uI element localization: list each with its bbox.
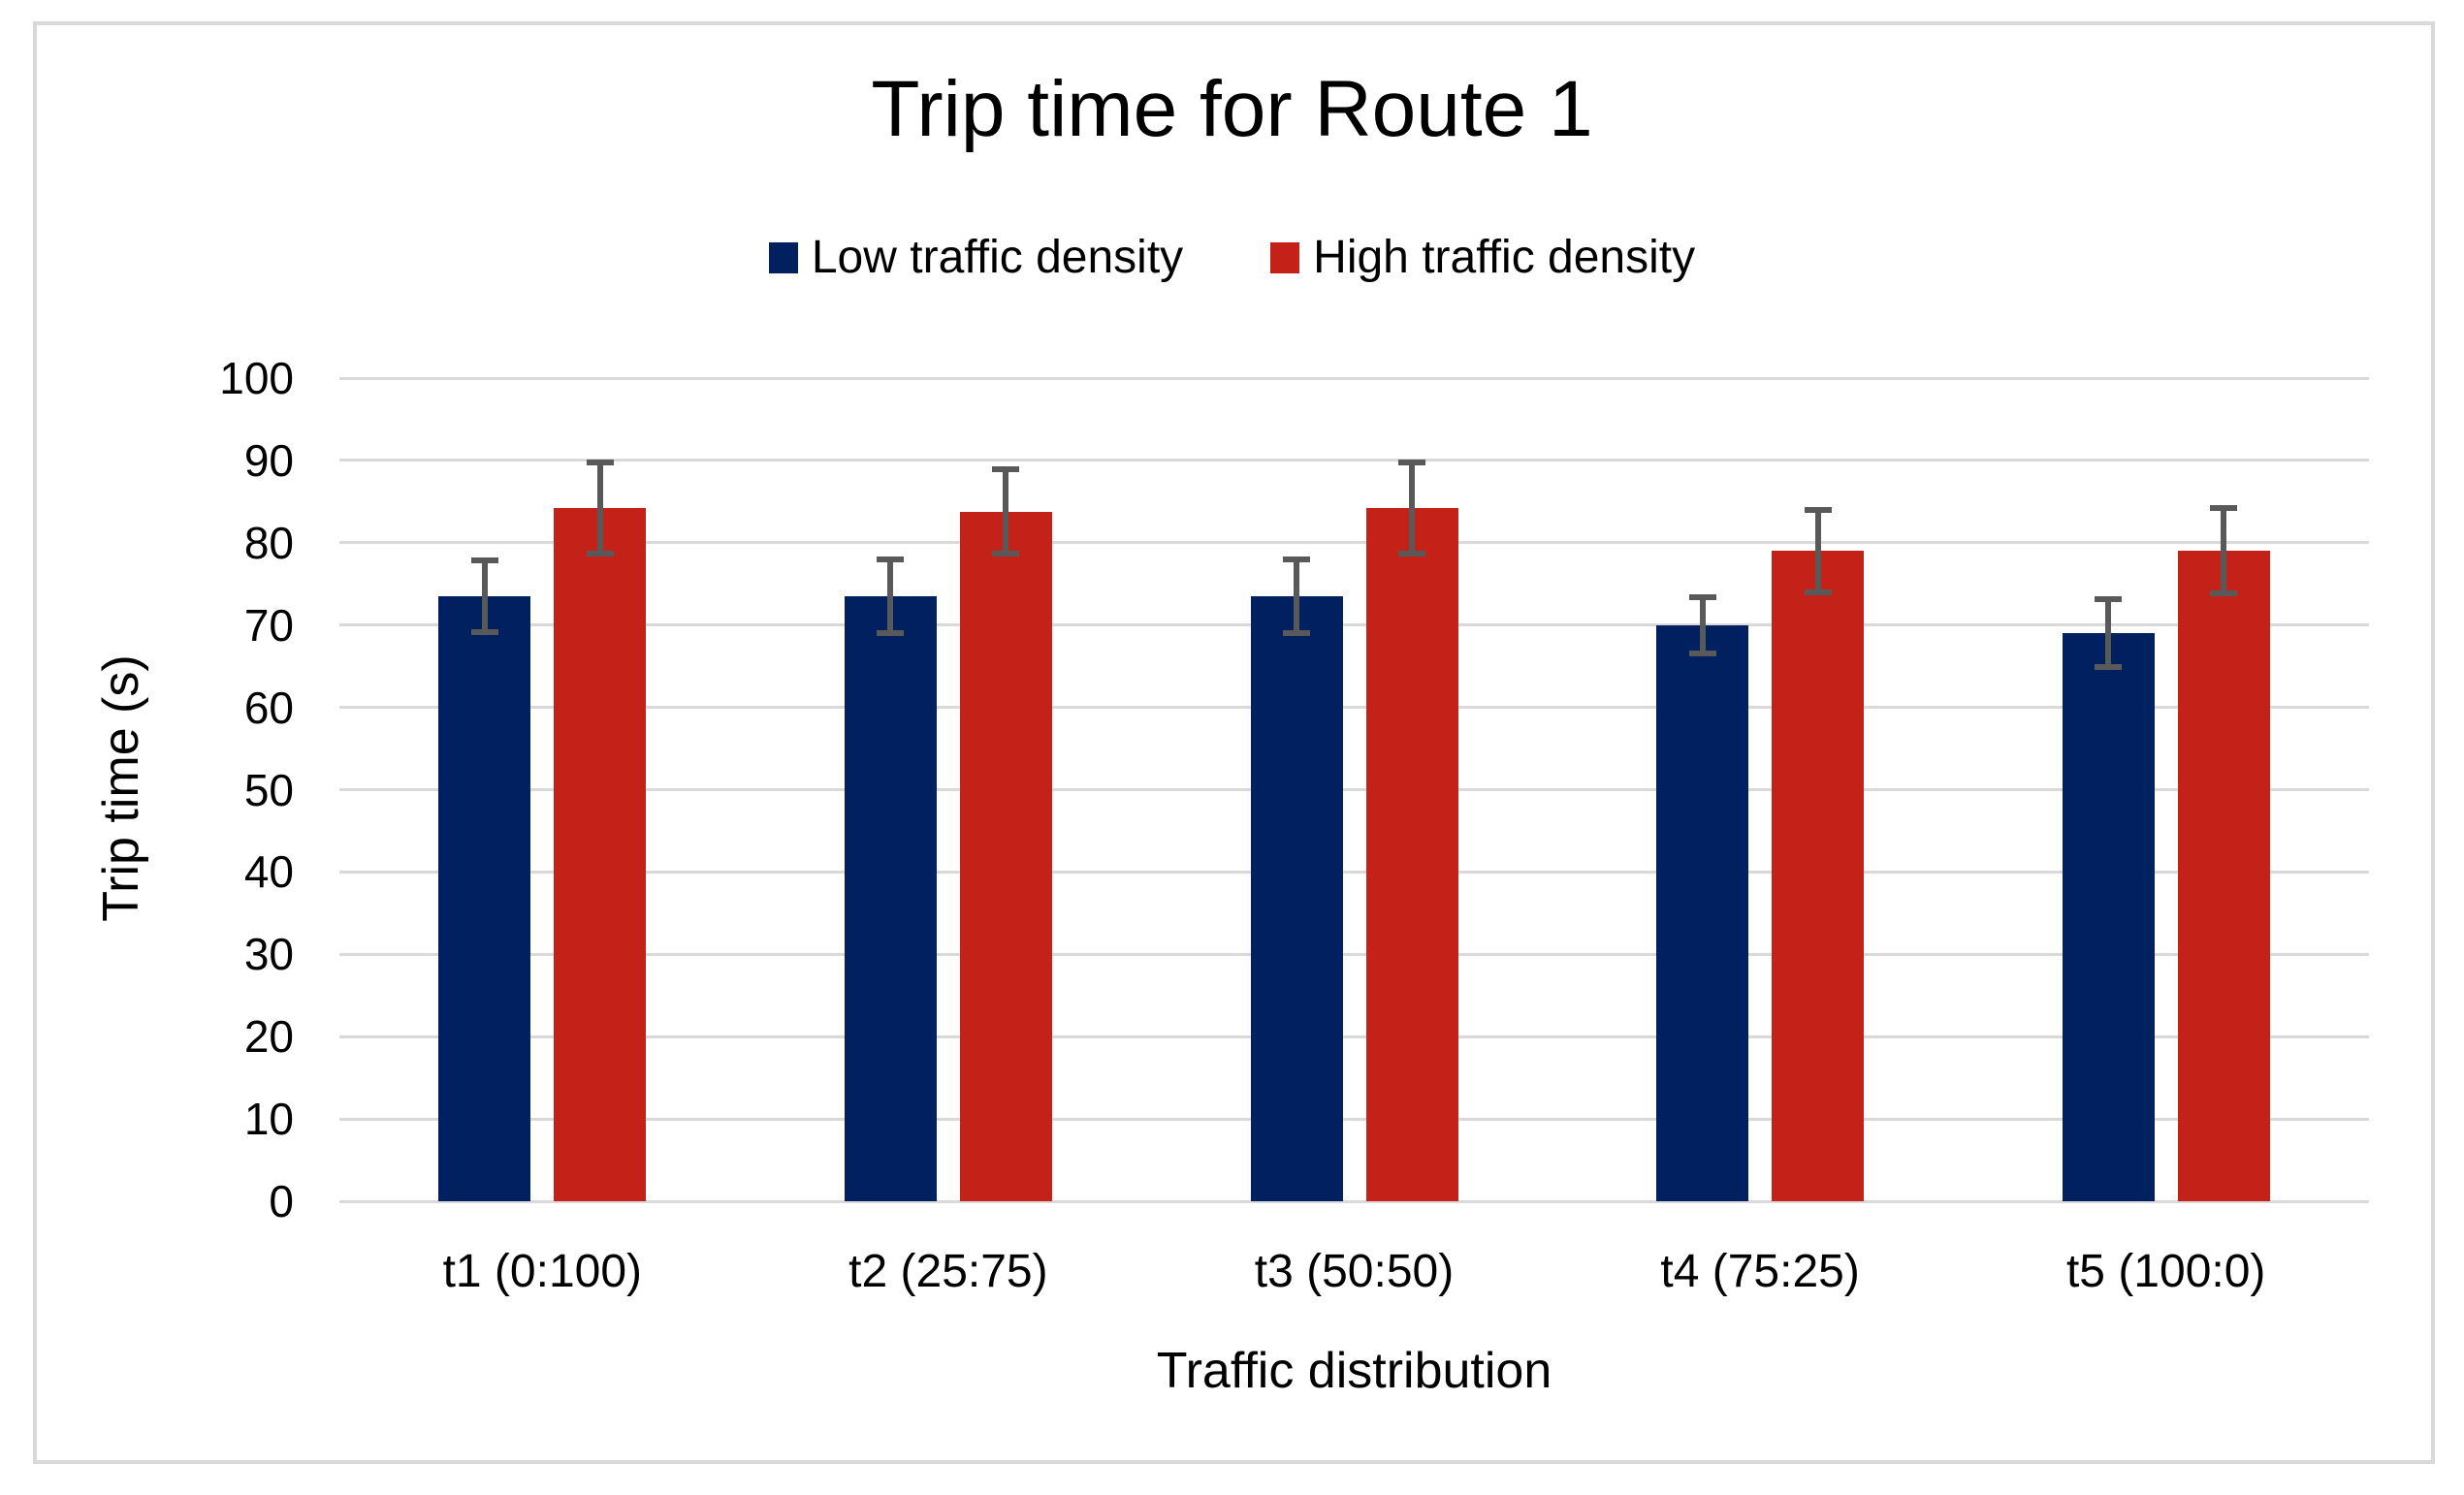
error-bar bbox=[481, 559, 488, 633]
x-tick-label: t1 (0:100) bbox=[442, 1246, 643, 1297]
bar-low-t3 bbox=[1250, 595, 1343, 1201]
error-bar-bottom-cap bbox=[1283, 630, 1310, 637]
bar-high-t5 bbox=[2177, 551, 2270, 1201]
x-axis-title: Traffic distribution bbox=[1156, 1343, 1552, 1399]
error-bar bbox=[1814, 509, 1821, 592]
legend: Low traffic density High traffic density bbox=[0, 231, 2464, 284]
x-tick-label: t3 (50:50) bbox=[1254, 1246, 1455, 1297]
error-bar-bottom-cap bbox=[1688, 650, 1716, 656]
x-tick-label: t2 (25:75) bbox=[848, 1246, 1048, 1297]
error-bar-bottom-cap bbox=[2095, 663, 2123, 670]
error-bar-bottom-cap bbox=[586, 550, 614, 557]
error-bar bbox=[596, 462, 603, 554]
error-bar bbox=[1294, 558, 1299, 634]
x-tick-label: t4 (75:25) bbox=[1660, 1246, 1860, 1297]
bar-high-t3 bbox=[1365, 508, 1458, 1201]
legend-label-high: High traffic density bbox=[1313, 232, 1696, 283]
error-bar-bottom-cap bbox=[992, 550, 1020, 557]
bar-low-t1 bbox=[438, 595, 531, 1201]
error-bar-bottom-cap bbox=[877, 630, 905, 637]
y-tick-label: 10 bbox=[243, 1094, 294, 1145]
error-bar-top-cap bbox=[1283, 556, 1310, 562]
error-bar bbox=[1003, 469, 1009, 554]
error-bar-bottom-cap bbox=[1804, 588, 1832, 595]
error-bar bbox=[2221, 508, 2227, 594]
error-bar-top-cap bbox=[2095, 596, 2123, 603]
bar-high-t2 bbox=[959, 511, 1052, 1201]
error-bar-top-cap bbox=[2210, 505, 2238, 512]
y-gridline bbox=[339, 788, 2369, 791]
y-tick-label: 60 bbox=[243, 682, 294, 733]
y-gridline bbox=[339, 459, 2369, 462]
bar-high-t4 bbox=[1772, 551, 1865, 1201]
y-tick-label: 80 bbox=[243, 517, 294, 568]
y-tick-label: 70 bbox=[243, 599, 294, 651]
legend-swatch-high-icon bbox=[1270, 241, 1300, 273]
error-bar-top-cap bbox=[470, 557, 498, 563]
y-gridline bbox=[339, 1199, 2369, 1203]
error-bar-top-cap bbox=[1688, 593, 1716, 600]
y-gridline bbox=[339, 541, 2369, 545]
x-tick-label: t5 (100:0) bbox=[2065, 1246, 2266, 1297]
y-tick-label: 0 bbox=[269, 1176, 294, 1226]
y-gridline bbox=[339, 376, 2369, 380]
legend-item-low-traffic[interactable]: Low traffic density bbox=[768, 231, 1184, 284]
error-bar-top-cap bbox=[992, 466, 1020, 473]
error-bar-top-cap bbox=[877, 556, 905, 562]
y-gridline bbox=[339, 870, 2369, 874]
chart-border bbox=[33, 21, 2435, 1464]
legend-label-low: Low traffic density bbox=[811, 232, 1184, 283]
y-gridline bbox=[339, 706, 2369, 710]
error-bar bbox=[1699, 596, 1706, 653]
bar-low-t2 bbox=[844, 595, 937, 1201]
y-tick-label: 30 bbox=[243, 929, 294, 980]
error-bar-top-cap bbox=[1804, 506, 1832, 513]
bar-low-t5 bbox=[2062, 633, 2155, 1201]
y-gridline bbox=[339, 1117, 2369, 1121]
error-bar-bottom-cap bbox=[1398, 550, 1425, 557]
y-tick-label: 100 bbox=[219, 353, 294, 403]
y-tick-label: 90 bbox=[243, 434, 294, 486]
error-bar-bottom-cap bbox=[2210, 590, 2238, 597]
y-tick-label: 50 bbox=[243, 764, 294, 815]
error-bar-top-cap bbox=[586, 460, 614, 466]
error-bar bbox=[1409, 462, 1415, 554]
error-bar-top-cap bbox=[1398, 460, 1425, 466]
error-bar bbox=[887, 558, 894, 634]
bar-high-t1 bbox=[554, 508, 647, 1201]
legend-swatch-low-icon bbox=[768, 241, 798, 273]
y-gridline bbox=[339, 1034, 2369, 1038]
error-bar bbox=[2105, 599, 2112, 667]
bar-low-t4 bbox=[1656, 624, 1749, 1201]
y-gridline bbox=[339, 952, 2369, 956]
y-gridline bbox=[339, 623, 2369, 627]
y-tick-label: 40 bbox=[243, 846, 294, 898]
error-bar-bottom-cap bbox=[470, 629, 498, 636]
chart-title: Trip time for Route 1 bbox=[871, 65, 1593, 153]
y-tick-label: 20 bbox=[243, 1011, 294, 1063]
legend-item-high-traffic[interactable]: High traffic density bbox=[1270, 231, 1695, 284]
